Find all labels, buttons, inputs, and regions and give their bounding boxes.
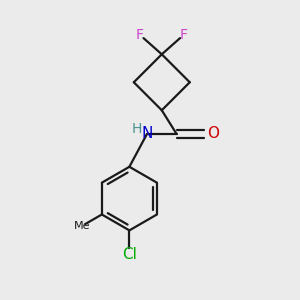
Text: O: O <box>207 126 219 141</box>
Text: N: N <box>141 126 153 141</box>
Text: F: F <box>180 28 188 42</box>
Text: F: F <box>136 28 144 42</box>
Text: H: H <box>132 122 142 136</box>
Text: Me: Me <box>74 221 90 231</box>
Text: Cl: Cl <box>122 247 137 262</box>
